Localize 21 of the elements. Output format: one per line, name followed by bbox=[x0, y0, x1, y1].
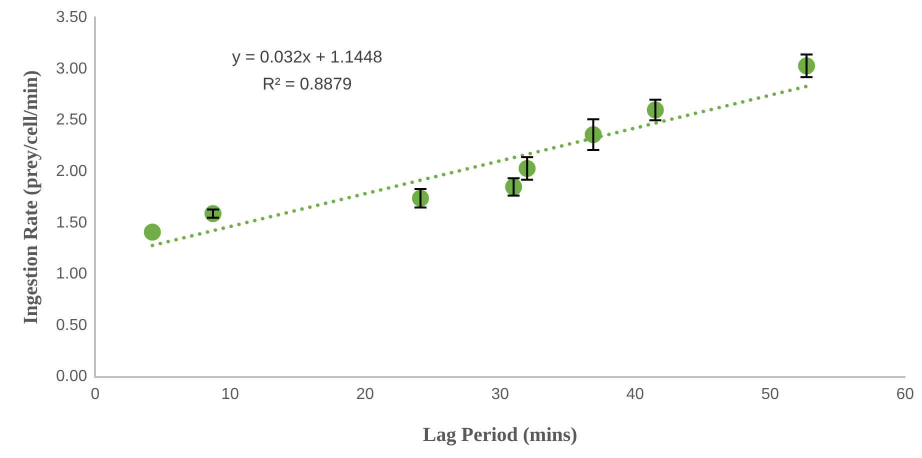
x-tick-label: 40 bbox=[626, 386, 644, 403]
y-tick-label: 2.50 bbox=[56, 112, 88, 129]
y-tick-label: 1.50 bbox=[56, 214, 88, 232]
annotation: y = 0.032x + 1.1448 bbox=[232, 47, 382, 66]
y-tick-label: 3.50 bbox=[56, 9, 88, 26]
x-tick-label: 50 bbox=[761, 386, 780, 403]
point bbox=[204, 205, 222, 222]
x-tick-label: 30 bbox=[491, 386, 510, 403]
x-tick-label: 60 bbox=[896, 386, 914, 403]
annotation: R² = 0.8879 bbox=[262, 74, 352, 94]
x-axis-title: Lag Period (mins) bbox=[422, 424, 578, 446]
y-tick-label: 1.00 bbox=[56, 266, 88, 283]
y-tick-label: 0.00 bbox=[56, 368, 88, 386]
y-tick-label: 0.50 bbox=[56, 316, 88, 334]
point bbox=[144, 224, 161, 241]
y-tick-label: 2.00 bbox=[56, 162, 88, 180]
x-tick-label: 20 bbox=[356, 386, 374, 403]
x-tick-label: 10 bbox=[221, 386, 240, 403]
x-tick-label: 0 bbox=[90, 386, 100, 403]
y-axis-title: Ingestion Rate (prey/cell/min) bbox=[20, 70, 42, 324]
y-tick-label: 3.00 bbox=[56, 60, 88, 78]
